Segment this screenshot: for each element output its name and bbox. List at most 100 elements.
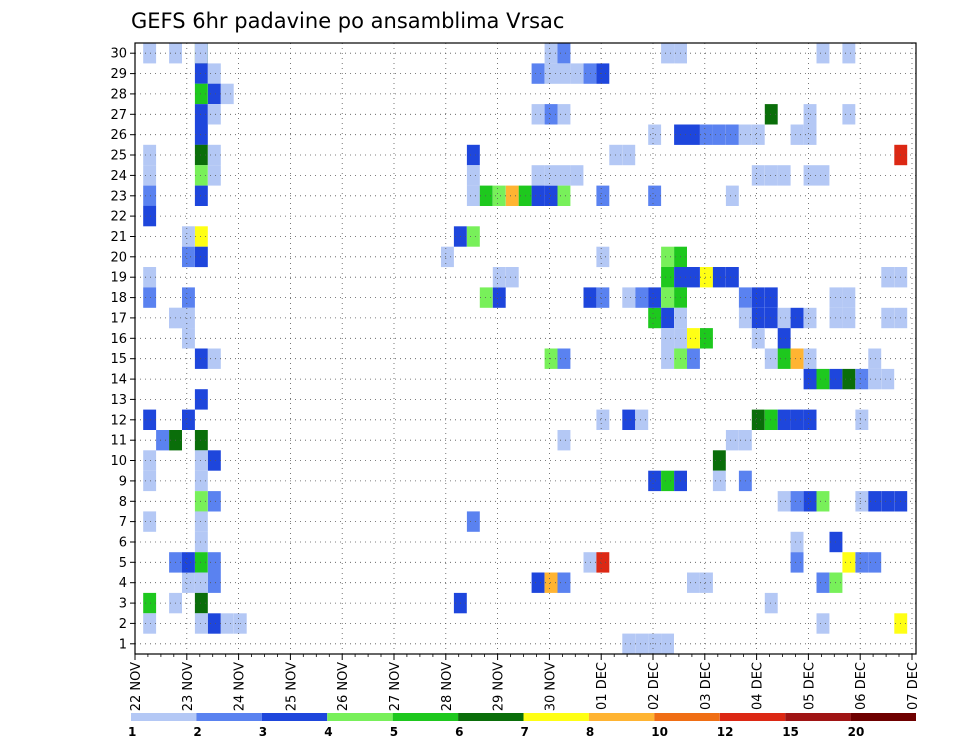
y-tick-label: 30 — [110, 47, 127, 62]
heatmap-cell — [777, 491, 791, 512]
gridlines — [135, 43, 916, 654]
x-tick-label: 01 DEC — [595, 662, 610, 710]
heatmap-cell — [207, 572, 221, 593]
heatmap-cell — [855, 491, 869, 512]
x-tick-label: 25 NOV — [284, 662, 299, 711]
heatmap-cell — [868, 552, 882, 573]
heatmap-cell — [881, 307, 895, 329]
heatmap-cell — [194, 226, 208, 247]
heatmap-cell — [207, 144, 221, 166]
x-tick-label: 06 DEC — [854, 662, 869, 710]
y-tick-label: 18 — [110, 291, 127, 306]
heatmap-cell — [790, 124, 804, 145]
heatmap-cell — [207, 552, 221, 573]
heatmap-cell — [596, 63, 610, 84]
x-tick-label: 04 DEC — [751, 662, 766, 710]
heatmap-cell — [207, 63, 221, 84]
heatmap-cell — [182, 409, 195, 430]
plot-frame — [134, 42, 917, 655]
color-legend: 1 2 3 4 5 6 7 8 10 12 15 20 — [128, 713, 916, 739]
heatmap-cell — [816, 613, 830, 634]
heatmap-cell — [544, 63, 558, 84]
y-tick-label: 23 — [110, 189, 127, 204]
heatmap-cell — [661, 348, 674, 369]
legend-level-label: 4 — [324, 725, 332, 739]
heatmap-cell — [777, 165, 791, 186]
legend-level-label: 7 — [521, 725, 529, 739]
legend-level-label: 15 — [782, 725, 799, 739]
legend-swatch — [261, 713, 328, 721]
heatmap-cell — [764, 592, 778, 614]
heatmap-cell — [194, 470, 208, 492]
heatmap-cell — [764, 287, 778, 308]
heatmap-cell — [790, 348, 804, 369]
legend-level-label: 12 — [717, 725, 734, 739]
heatmap-cell — [207, 348, 221, 369]
heatmap-cell — [492, 287, 506, 308]
heatmap-cell — [143, 205, 157, 227]
y-tick-label: 2 — [119, 617, 127, 632]
y-tick-label: 15 — [110, 352, 127, 367]
y-tick-label: 27 — [110, 108, 127, 123]
heatmap-cell — [544, 348, 558, 369]
x-tick-label: 30 NOV — [543, 662, 558, 711]
y-tick-label: 26 — [110, 128, 127, 143]
y-tick-label: 29 — [110, 67, 127, 82]
heatmap-cell — [661, 43, 674, 64]
heatmap-cell — [700, 328, 713, 349]
heatmap-cell — [143, 409, 157, 430]
heatmap-cell — [143, 470, 157, 492]
heatmap-cell — [725, 430, 739, 451]
heatmap-cell — [790, 552, 804, 573]
heatmap-cell — [790, 307, 804, 329]
heatmap-cell — [842, 552, 856, 573]
x-tick-label: 24 NOV — [233, 662, 248, 711]
heatmap-cell — [816, 572, 830, 593]
heatmap-cell — [648, 633, 662, 654]
heatmap-cell — [868, 348, 882, 369]
heatmap-cell — [687, 572, 700, 593]
legend-level-label: 3 — [259, 725, 267, 739]
y-tick-label: 24 — [110, 169, 127, 184]
heatmap-cell — [764, 104, 778, 125]
y-tick-label: 13 — [110, 393, 127, 408]
heatmap-cell — [881, 368, 895, 390]
heatmap-cell — [790, 491, 804, 512]
heatmap-cell — [194, 450, 208, 471]
x-tick-label: 23 NOV — [181, 662, 196, 711]
heatmap-cell — [143, 592, 157, 614]
heatmap-cell — [194, 572, 208, 593]
heatmap-cell — [751, 307, 765, 329]
heatmap-cell — [583, 287, 597, 308]
heatmap-cell — [712, 124, 726, 145]
y-tick-label: 28 — [110, 87, 127, 102]
y-tick-label: 19 — [110, 271, 127, 286]
heatmap-cell — [622, 287, 636, 308]
heatmap-cell — [700, 267, 713, 288]
x-tick-label: 29 NOV — [492, 662, 507, 711]
heatmap-cell — [194, 104, 208, 125]
heatmap-cell — [596, 552, 610, 573]
heatmap-cell — [635, 409, 649, 430]
heatmap-cell — [531, 63, 545, 84]
heatmap-cell — [557, 185, 571, 206]
heatmap-cell — [207, 491, 221, 512]
legend-swatch — [850, 713, 916, 721]
heatmap-cell — [790, 409, 804, 430]
legend-level-label: 8 — [586, 725, 594, 739]
heatmap-cell — [544, 43, 558, 64]
heatmap-cell — [583, 63, 597, 84]
x-tick-label: 03 DEC — [699, 662, 714, 710]
y-tick-label: 4 — [119, 576, 127, 591]
heatmap-cell — [544, 572, 558, 593]
heatmap-cell — [207, 450, 221, 471]
heatmap-cell — [466, 185, 480, 206]
heatmap-cell — [505, 267, 519, 288]
heatmap-cell — [777, 328, 791, 349]
heatmap-cell — [466, 144, 480, 166]
legend-swatch — [785, 713, 851, 721]
heatmap-cell — [194, 63, 208, 84]
heatmap-cell — [777, 307, 791, 329]
heatmap-cells — [143, 43, 908, 654]
heatmap-cell — [143, 450, 157, 471]
